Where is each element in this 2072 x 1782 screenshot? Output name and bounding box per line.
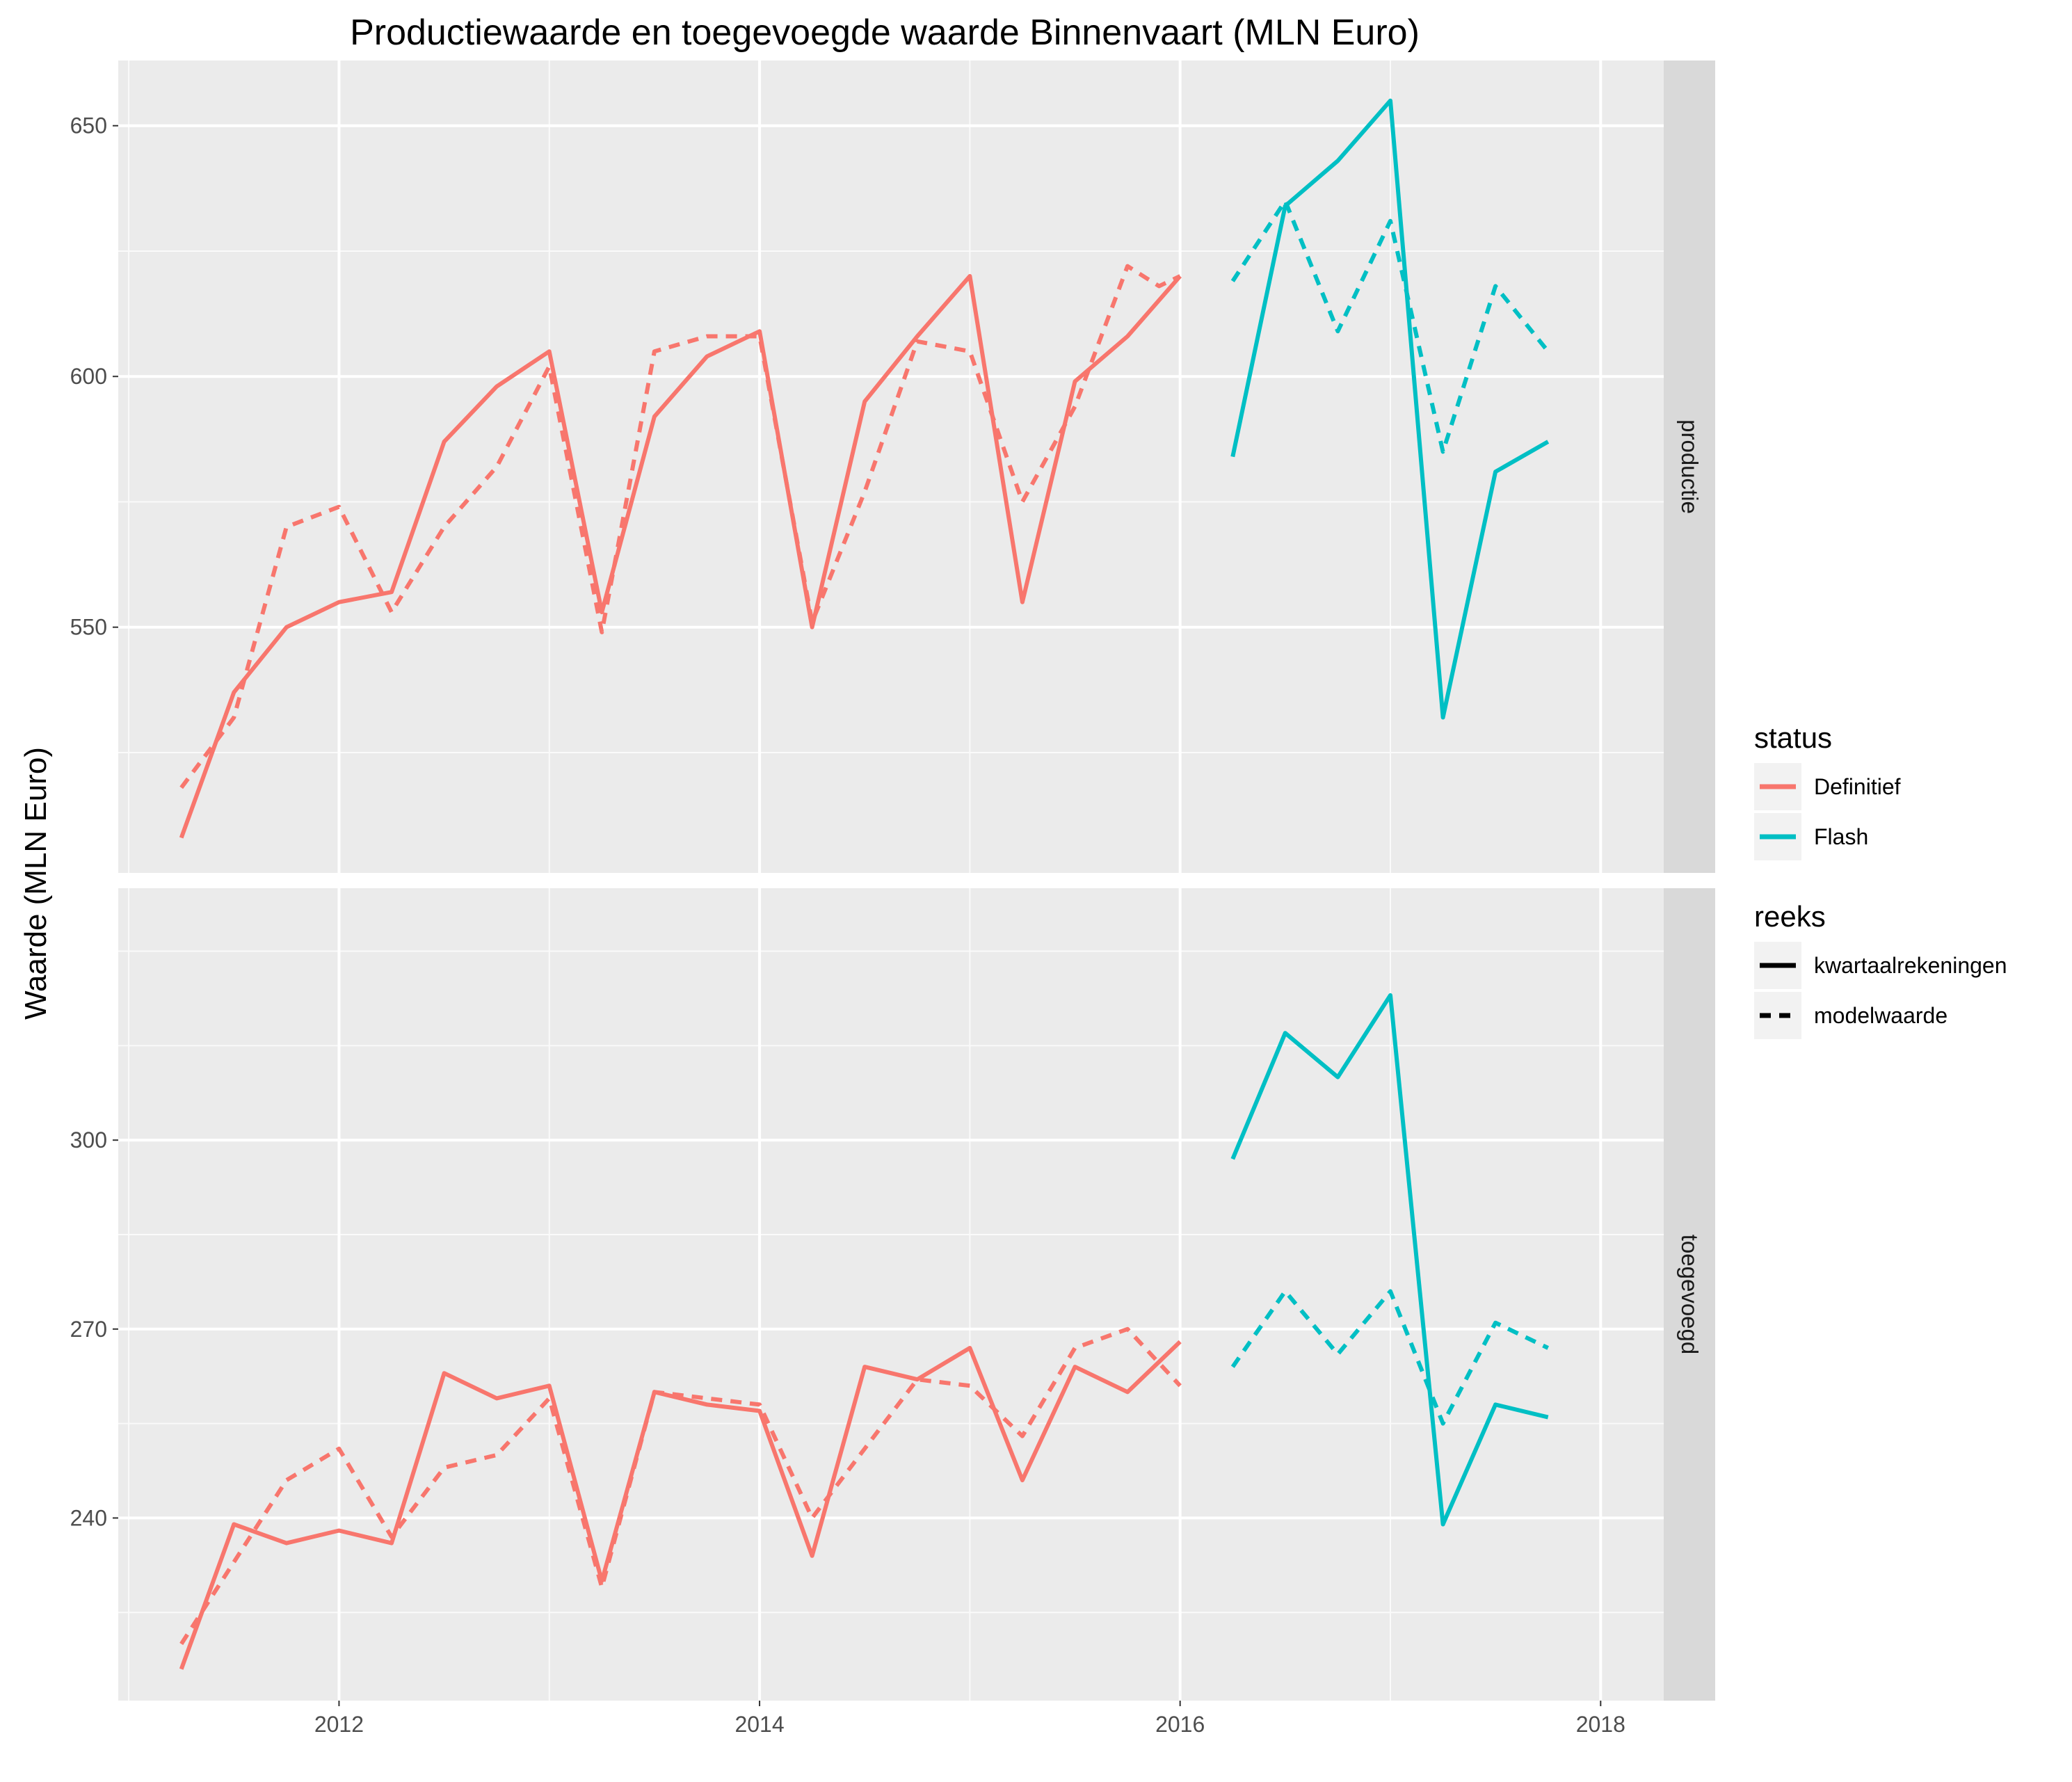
legend-label-modelwaarde: modelwaarde bbox=[1814, 1003, 1947, 1028]
panel-productie: 550 600 650 productie bbox=[70, 61, 1715, 873]
legend-reeks-title: reeks bbox=[1754, 900, 1826, 933]
x-tick-label: 2018 bbox=[1576, 1712, 1625, 1737]
series-line-definitief-modelwaarde bbox=[179, 264, 1181, 789]
facet-label-toegevoegd: toegevoegd bbox=[1677, 1235, 1703, 1355]
series-line-definitief-kwartaalrekeningen bbox=[179, 1340, 1182, 1670]
x-tick-label: 2014 bbox=[734, 1712, 784, 1737]
y-tick-label: 650 bbox=[70, 113, 107, 138]
legend-label-flash: Flash bbox=[1814, 824, 1868, 849]
legend: status Definitief Flash reeks kwartaalre… bbox=[1754, 721, 2007, 1039]
panel-background bbox=[118, 888, 1664, 1701]
y-axis-title: Waarde (MLN Euro) bbox=[19, 747, 53, 1020]
y-tick-label: 300 bbox=[70, 1127, 107, 1153]
y-tick-label: 550 bbox=[70, 615, 107, 640]
facet-strip bbox=[1664, 888, 1715, 1701]
legend-label-kwartaalrekeningen: kwartaalrekeningen bbox=[1814, 953, 2007, 978]
series-line-flash-modelwaarde bbox=[1230, 198, 1550, 454]
chart-title: Productiewaarde en toegevoegde waarde Bi… bbox=[350, 13, 1420, 53]
facet-strip bbox=[1664, 61, 1715, 873]
series-line-flash-kwartaalrekeningen bbox=[1230, 993, 1549, 1527]
x-tick-label: 2012 bbox=[314, 1712, 364, 1737]
x-tick-label: 2016 bbox=[1155, 1712, 1205, 1737]
y-tick-label: 600 bbox=[70, 364, 107, 389]
y-tick-label: 270 bbox=[70, 1317, 107, 1342]
facet-panels: 550 600 650 productie 240 270 300 toegevoegd bbox=[70, 61, 1715, 1701]
panel-toegevoegd: 240 270 300 toegevoegd bbox=[70, 888, 1715, 1701]
y-tick-label: 240 bbox=[70, 1505, 107, 1530]
facet-label-productie: productie bbox=[1677, 419, 1703, 514]
legend-status-title: status bbox=[1754, 721, 1832, 754]
x-axis: 2012 2014 2016 2018 bbox=[314, 1701, 1625, 1737]
series-line-flash-modelwaarde bbox=[1230, 1289, 1549, 1426]
series-line-definitief-modelwaarde bbox=[179, 1326, 1182, 1646]
panel-background bbox=[118, 61, 1664, 873]
series-line-definitief-kwartaalrekeningen bbox=[179, 274, 1182, 839]
legend-label-definitief: Definitief bbox=[1814, 774, 1901, 799]
